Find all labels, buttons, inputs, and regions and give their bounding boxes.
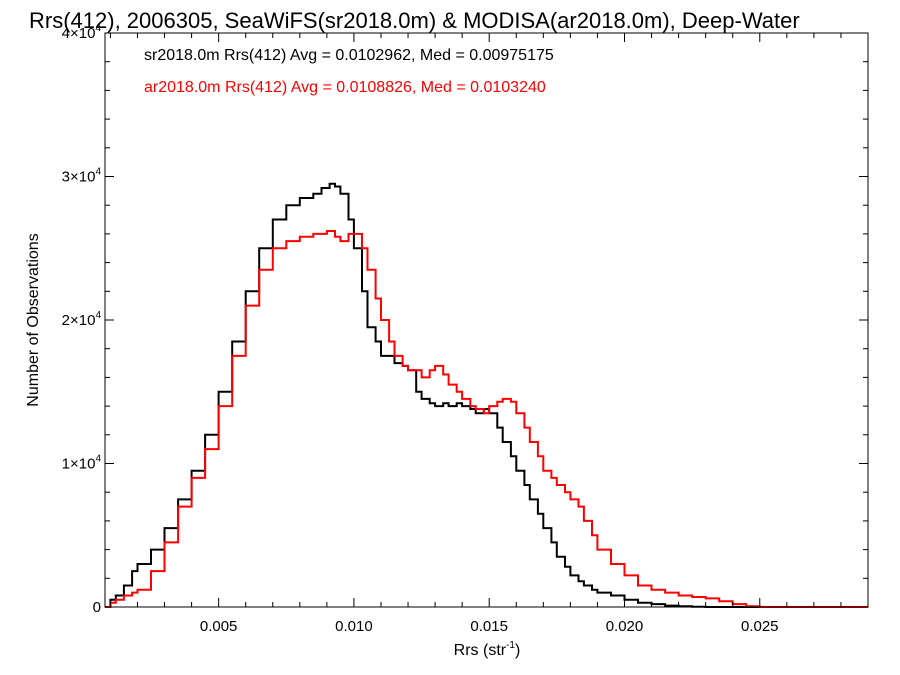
x-axis-label-end: ) bbox=[515, 642, 520, 659]
legend-entry-sr2018: sr2018.0m Rrs(412) Avg = 0.0102962, Med … bbox=[144, 47, 554, 64]
y-tick-label: 0 bbox=[93, 599, 101, 616]
plot-frame bbox=[104, 32, 869, 608]
series-line-0 bbox=[105, 182, 868, 608]
series-layer bbox=[105, 182, 868, 608]
x-tick-label: 0.015 bbox=[470, 618, 508, 635]
y-tick-label: 2×104 bbox=[62, 310, 102, 329]
series-line-1 bbox=[105, 230, 868, 608]
x-tick-label: 0.005 bbox=[200, 618, 238, 635]
legend: sr2018.0m Rrs(412) Avg = 0.0102962, Med … bbox=[144, 47, 554, 96]
x-tick-label: 0.020 bbox=[606, 618, 644, 635]
chart-title: Rrs(412), 2006305, SeaWiFS(sr2018.0m) & … bbox=[29, 8, 800, 33]
x-axis-label-main: Rrs (str bbox=[454, 642, 507, 659]
y-tick-label: 3×104 bbox=[62, 167, 102, 186]
x-axis-label: Rrs (str-1) bbox=[454, 640, 521, 659]
y-tick-label: 1×104 bbox=[62, 454, 102, 473]
y-axis: 0 1×104 2×104 3×104 4×104 bbox=[62, 23, 868, 616]
x-tick-label: 0.025 bbox=[741, 618, 779, 635]
x-tick-label: 0.010 bbox=[335, 618, 373, 635]
x-axis: 0.005 0.010 0.015 0.020 0.025 bbox=[109, 33, 842, 635]
y-axis-label: Number of Observations bbox=[25, 233, 42, 406]
y-tick-label: 4×104 bbox=[62, 23, 102, 42]
legend-entry-ar2018: ar2018.0m Rrs(412) Avg = 0.0108826, Med … bbox=[144, 79, 546, 96]
x-axis-label-sup: -1 bbox=[506, 640, 515, 651]
